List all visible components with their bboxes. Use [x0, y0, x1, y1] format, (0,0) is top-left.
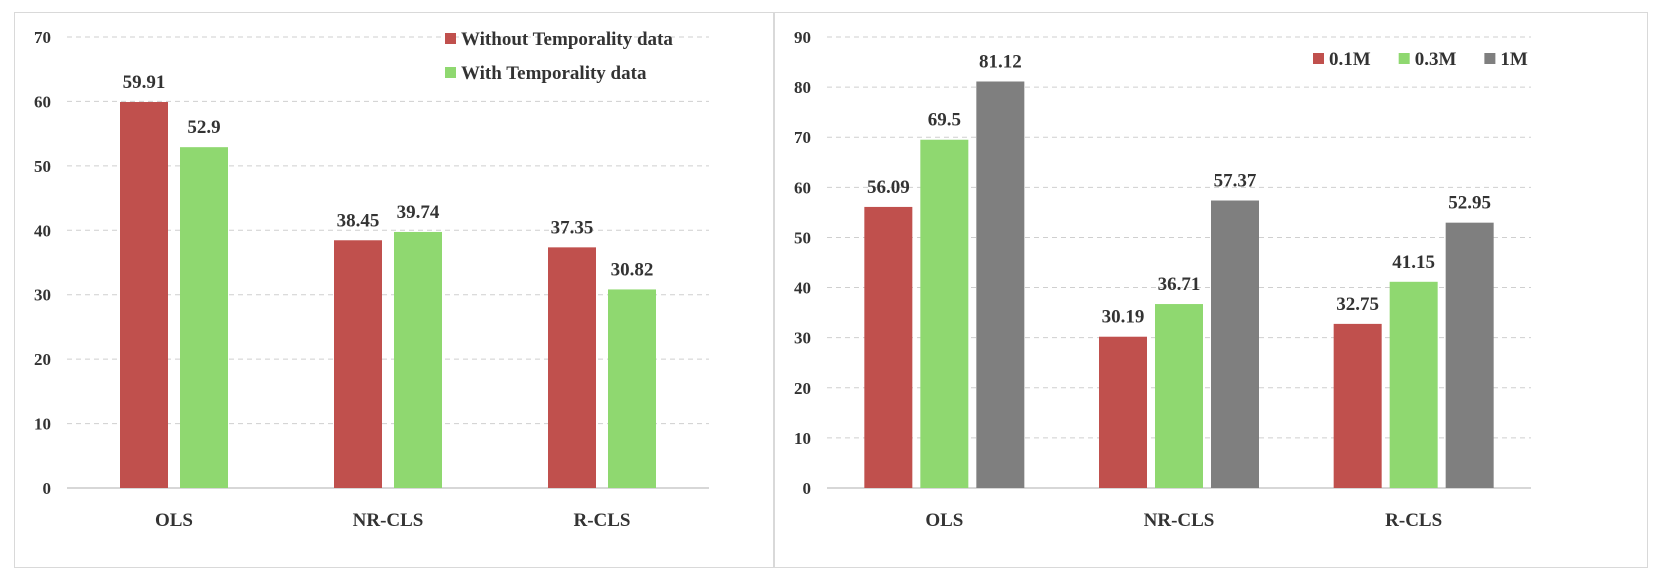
right-bar-r-cls-0-1m	[1333, 323, 1382, 488]
left-x-tick-ols: OLS	[155, 510, 193, 531]
right-y-tick-40: 40	[794, 279, 811, 298]
right-y-tick-90: 90	[794, 28, 811, 47]
left-y-tick-60: 60	[34, 92, 51, 111]
right-y-tick-60: 60	[794, 178, 811, 197]
left-data-label-ols-without-temporality-data: 59.91	[123, 72, 166, 93]
right-legend-label-0-3m: 0.3M	[1415, 49, 1457, 70]
right-bar-nr-cls-1m	[1211, 200, 1259, 488]
left-data-label-ols-with-temporality-data: 52.9	[187, 117, 220, 138]
left-data-label-r-cls-without-temporality-data: 37.35	[551, 217, 594, 238]
right-data-label-r-cls-0-1m: 32.75	[1336, 294, 1379, 315]
right-bar-r-cls-0-3m	[1389, 281, 1438, 488]
left-y-tick-50: 50	[34, 157, 51, 176]
left-legend-swatch-with-temporality-data	[445, 67, 456, 78]
right-y-tick-70: 70	[794, 128, 811, 147]
left-y-tick-40: 40	[34, 221, 51, 240]
left-bar-chart: 0 10 20 30 40 50 60 70 59.91 52.9 OLS 38.45 39.74 NR-…	[34, 28, 709, 531]
right-data-label-r-cls-0-3m: 41.15	[1392, 252, 1435, 273]
right-bar-nr-cls-0-1m	[1099, 336, 1147, 488]
right-data-label-ols-0-3m: 69.5	[928, 110, 961, 131]
right-x-tick-nr-cls: NR-CLS	[1144, 510, 1215, 531]
right-data-label-nr-cls-0-1m: 30.19	[1102, 307, 1145, 328]
left-bar-ols-with-temporality-data	[180, 147, 228, 488]
right-data-label-r-cls-1m: 52.95	[1448, 193, 1491, 214]
left-y-tick-70: 70	[34, 28, 51, 47]
right-y-tick-30: 30	[794, 329, 811, 348]
left-data-label-nr-cls-with-temporality-data: 39.74	[397, 202, 440, 223]
right-data-label-ols-1m: 81.12	[979, 51, 1022, 72]
left-bar-ols-without-temporality-data	[120, 102, 168, 489]
right-bar-chart: 0 10 20 30 40 50 60 70 80 90 56.09 69.5 81.12 OLS 30.1…	[794, 28, 1531, 531]
left-y-tick-0: 0	[43, 479, 52, 498]
right-bar-r-cls-1m	[1445, 222, 1494, 488]
left-y-tick-30: 30	[34, 286, 51, 305]
right-legend-swatch-0-1m	[1313, 53, 1324, 64]
right-data-label-nr-cls-1m: 57.37	[1214, 171, 1257, 192]
right-legend-swatch-1m	[1484, 53, 1496, 64]
right-y-tick-10: 10	[794, 429, 811, 448]
right-bar-ols-0-3m	[920, 139, 969, 488]
right-bar-ols-0-1m	[864, 206, 913, 489]
left-bar-r-cls-with-temporality-data	[608, 289, 656, 488]
left-chart-panel: 0 10 20 30 40 50 60 70 59.91 52.9 OLS 38.45 39.74 NR-…	[14, 12, 774, 568]
left-data-label-r-cls-with-temporality-data: 30.82	[611, 259, 654, 280]
right-y-tick-50: 50	[794, 228, 811, 247]
left-legend-label-with-temporality-data: With Temporality data	[461, 63, 647, 84]
right-y-tick-0: 0	[803, 479, 812, 498]
right-x-tick-ols: OLS	[925, 510, 963, 531]
right-y-tick-20: 20	[794, 379, 811, 398]
right-data-label-nr-cls-0-3m: 36.71	[1158, 274, 1201, 295]
left-legend-swatch-without-temporality-data	[445, 33, 456, 44]
right-bar-nr-cls-0-3m	[1155, 304, 1203, 488]
right-y-tick-80: 80	[794, 78, 811, 97]
left-bar-nr-cls-with-temporality-data	[394, 231, 442, 488]
right-legend-label-0-1m: 0.1M	[1329, 49, 1371, 70]
right-bar-ols-1m	[976, 81, 1025, 489]
left-x-tick-nr-cls: NR-CLS	[353, 510, 424, 531]
left-bar-nr-cls-without-temporality-data	[334, 240, 382, 488]
right-chart-panel: 0 10 20 30 40 50 60 70 80 90 56.09 69.5 81.12 OLS 30.1…	[774, 12, 1648, 568]
right-legend-label-1m: 1M	[1500, 49, 1528, 70]
left-legend-label-without-temporality-data: Without Temporality data	[461, 29, 673, 50]
right-x-tick-r-cls: R-CLS	[1385, 510, 1442, 531]
left-y-tick-20: 20	[34, 350, 51, 369]
left-y-tick-10: 10	[34, 415, 51, 434]
left-bar-r-cls-without-temporality-data	[548, 247, 596, 488]
right-legend-swatch-0-3m	[1398, 53, 1410, 64]
left-x-tick-r-cls: R-CLS	[573, 510, 630, 531]
left-data-label-nr-cls-without-temporality-data: 38.45	[337, 210, 380, 231]
right-data-label-ols-0-1m: 56.09	[867, 177, 910, 198]
